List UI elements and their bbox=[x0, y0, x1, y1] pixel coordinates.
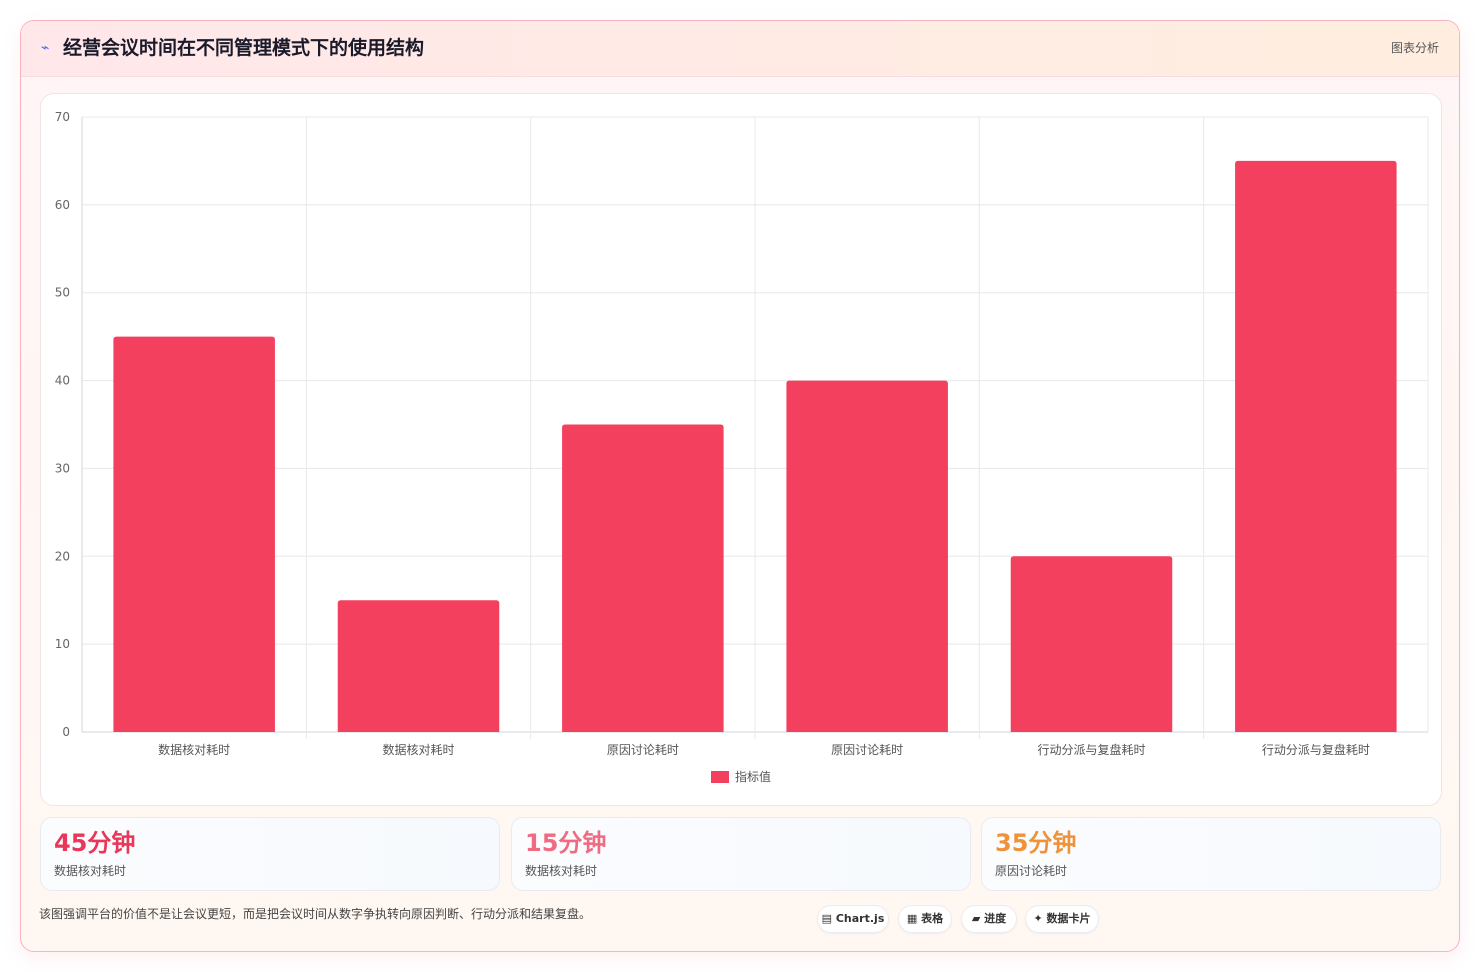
chip-data-card[interactable]: ✦ 数据卡片 bbox=[1025, 905, 1099, 933]
stat-card-1: 45分钟 数据核对耗时 bbox=[40, 817, 500, 891]
bar bbox=[337, 600, 500, 732]
x-tick-label: 行动分派与复盘耗时 bbox=[1037, 742, 1145, 757]
chip-label: 进度 bbox=[984, 912, 1007, 925]
stat-label: 数据核对耗时 bbox=[54, 864, 127, 878]
x-tick-label: 数据核对耗时 bbox=[158, 742, 230, 757]
chip-table[interactable]: ▦ 表格 bbox=[898, 905, 952, 933]
page-title: 经营会议时间在不同管理模式下的使用结构 bbox=[63, 37, 425, 59]
chip-progress[interactable]: ▰ 进度 bbox=[961, 905, 1017, 933]
stat-value: 15分钟 bbox=[525, 829, 607, 857]
bar bbox=[113, 336, 275, 732]
y-tick-label: 40 bbox=[55, 374, 70, 388]
bar bbox=[1235, 160, 1397, 732]
chart-panel: 0 10 20 30 40 50 60 70 数据核对耗时 数据核对耗时 原因讨论耗时 原因讨论耗时 行… bbox=[40, 93, 1442, 806]
chart-line-icon: ⌁ bbox=[41, 40, 50, 56]
card-header: ⌁ 经营会议时间在不同管理模式下的使用结构 图表分析 bbox=[21, 21, 1459, 77]
y-tick-label: 70 bbox=[55, 110, 70, 124]
stat-card-2: 15分钟 数据核对耗时 bbox=[511, 817, 971, 891]
stat-label: 数据核对耗时 bbox=[525, 864, 598, 878]
stat-value: 45分钟 bbox=[54, 829, 136, 857]
chart-card: ⌁ 经营会议时间在不同管理模式下的使用结构 图表分析 0 10 20 30 40 50 60… bbox=[20, 20, 1460, 952]
chip-label: 数据卡片 bbox=[1046, 912, 1091, 925]
x-tick-label: 原因讨论耗时 bbox=[831, 743, 903, 757]
table-icon: ▦ bbox=[906, 912, 922, 925]
y-tick-label: 30 bbox=[55, 461, 70, 475]
sparkle-icon: ✦ bbox=[1033, 912, 1047, 925]
stat-value: 35分钟 bbox=[995, 829, 1077, 857]
progress-icon: ▰ bbox=[971, 912, 985, 925]
y-tick-label: 20 bbox=[55, 549, 70, 563]
header-tag: 图表分析 bbox=[1390, 41, 1439, 55]
x-tick-label: 行动分派与复盘耗时 bbox=[1262, 742, 1370, 757]
bar bbox=[786, 380, 948, 732]
bar-chart: 0 10 20 30 40 50 60 70 数据核对耗时 数据核对耗时 原因讨论耗时 原因讨论耗时 行… bbox=[55, 110, 1429, 784]
x-tick-label: 数据核对耗时 bbox=[382, 742, 454, 757]
y-tick-label: 60 bbox=[55, 198, 70, 212]
chip-chartjs[interactable]: ▤ Chart.js bbox=[817, 905, 889, 933]
stat-card-3: 35分钟 原因讨论耗时 bbox=[981, 817, 1441, 891]
y-tick-label: 10 bbox=[55, 637, 70, 651]
y-tick-label: 50 bbox=[55, 286, 70, 300]
legend-label: 指标值 bbox=[735, 769, 771, 784]
chart-icon: ▤ bbox=[821, 912, 836, 925]
footnote: 该图强调平台的价值不是让会议更短，而是把会议时间从数字争执转向原因判断、行动分派… bbox=[39, 907, 592, 921]
bar bbox=[1010, 556, 1173, 732]
chip-label: 表格 bbox=[921, 912, 944, 925]
stat-label: 原因讨论耗时 bbox=[995, 864, 1068, 878]
bar bbox=[562, 424, 724, 732]
x-tick-label: 原因讨论耗时 bbox=[607, 743, 679, 757]
chip-label: Chart.js bbox=[835, 912, 885, 925]
y-tick-label: 0 bbox=[62, 725, 70, 739]
legend-swatch bbox=[711, 771, 729, 783]
